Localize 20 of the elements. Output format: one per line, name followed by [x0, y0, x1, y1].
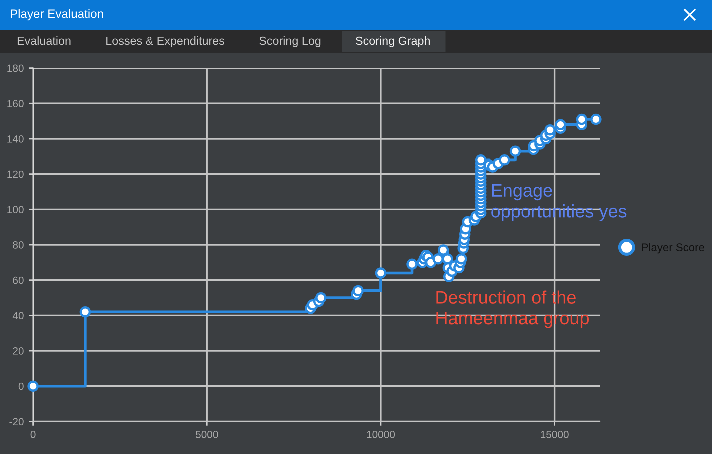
y-tick-label: 20	[13, 348, 24, 355]
x-tick-label: 15000	[541, 431, 569, 438]
x-tick-label: 5000	[196, 431, 218, 438]
y-tick-label: 0	[18, 382, 24, 390]
y-tick-label: 40	[12, 312, 24, 320]
y-tick-label: 60	[13, 276, 24, 284]
x-tick-label: 0	[30, 431, 36, 438]
y-tick-label: 180	[8, 64, 24, 72]
text: Evaluation	[18, 36, 71, 46]
y-tick-label: 80	[13, 242, 24, 249]
text: Scoring Log	[260, 36, 321, 48]
text: Losses & Expenditures	[106, 36, 225, 48]
x-tick-label: 10000	[367, 431, 396, 438]
chart-title: Player Evaluation	[10, 9, 104, 21]
y-tick-label: 140	[8, 135, 24, 143]
y-tick-label: 100	[8, 206, 24, 214]
y-tick-label: 120	[8, 170, 24, 178]
y-tick-label: -20	[10, 418, 24, 426]
y-tick-label: 160	[8, 100, 24, 108]
text: Scoring Graph	[356, 36, 430, 48]
